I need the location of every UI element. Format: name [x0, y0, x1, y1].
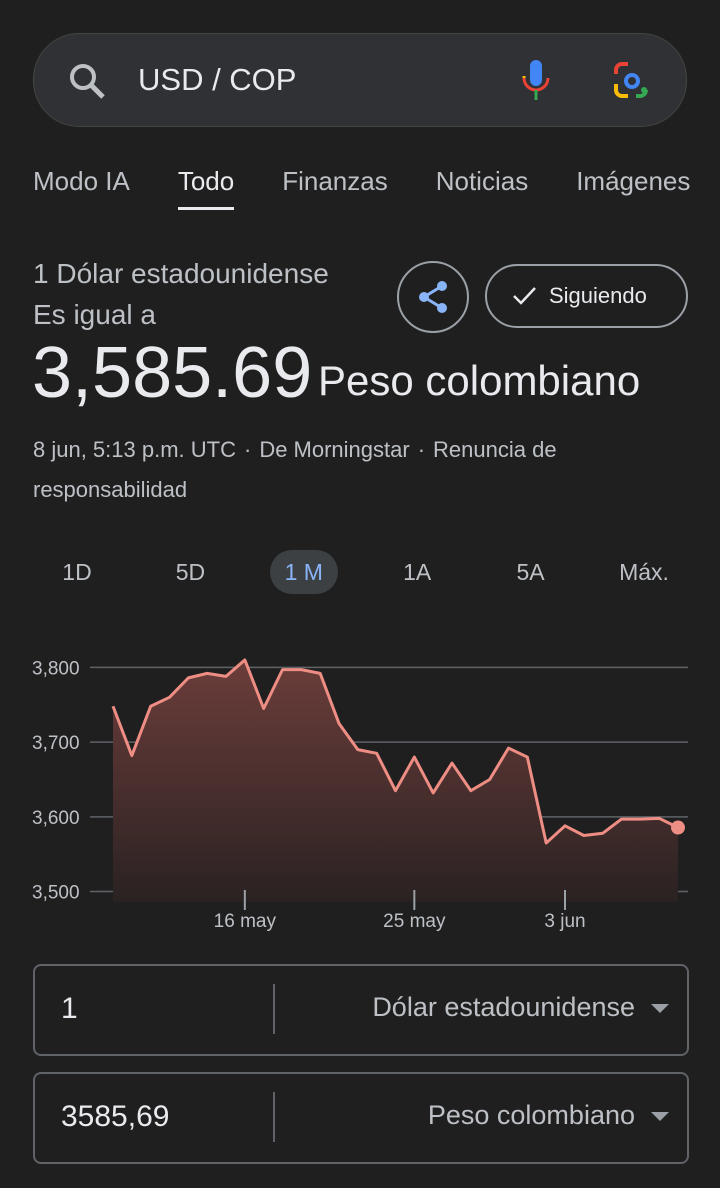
range-tab[interactable]: 5A: [516, 559, 545, 585]
separator: [273, 1092, 275, 1142]
share-button[interactable]: [397, 261, 469, 333]
meta: 8 jun, 5:13 p.m. UTC · De Morningstar · Renu…: [33, 430, 633, 510]
search-bar[interactable]: USD / COP: [33, 33, 687, 127]
tab[interactable]: Finanzas: [282, 166, 388, 196]
y-tick-label: 3,700: [32, 733, 80, 754]
y-tick-label: 3,500: [32, 883, 80, 904]
converter-row: 3585,69 Peso colombiano: [33, 1072, 689, 1164]
converter-row: 1 Dólar estadounidense: [33, 964, 689, 1056]
meta-item: 8 jun, 5:13 p.m. UTC: [33, 437, 236, 462]
currency-select[interactable]: Dólar estadounidense: [372, 992, 635, 1022]
area: [113, 659, 678, 902]
range-tab[interactable]: 5D: [175, 559, 206, 585]
dropdown-arrow: [651, 1004, 669, 1013]
search-query[interactable]: USD / COP: [138, 62, 297, 97]
x-tick-label: 25 may: [383, 911, 446, 932]
to-label: Peso colombiano: [318, 357, 641, 404]
last-point: [671, 820, 685, 835]
dropdown-arrow: [651, 1112, 669, 1121]
mic-icon[interactable]: [520, 58, 554, 104]
lens-icon[interactable]: [612, 60, 654, 102]
y-tick-label: 3,800: [32, 658, 80, 679]
from-label: 1 Dólar estadounidense: [33, 258, 329, 289]
separator: [273, 984, 275, 1034]
range-tab[interactable]: 1 M: [269, 550, 338, 594]
x-tick-label: 16 may: [214, 911, 277, 932]
meta-item[interactable]: Renuncia de responsabilidad: [33, 437, 557, 502]
y-tick-label: 3,600: [32, 808, 80, 829]
tab[interactable]: Modo IA: [33, 166, 130, 196]
amount-input[interactable]: 3585,69: [61, 1100, 170, 1133]
amount: 3,585.69: [32, 333, 313, 413]
tabs: Modo IA Todo Finanzas Noticias Imágenes: [33, 166, 720, 210]
search-icon: [70, 64, 105, 99]
line: [111, 658, 679, 845]
range-tab[interactable]: 1A: [403, 559, 432, 585]
share-icon: [419, 281, 447, 313]
follow-button[interactable]: Siguiendo: [485, 264, 688, 328]
equals-label: Es igual a: [33, 299, 156, 330]
separator: ·: [243, 437, 252, 462]
currency-select[interactable]: Peso colombiano: [427, 1100, 635, 1130]
check-icon: [513, 287, 536, 305]
tab[interactable]: Todo: [177, 166, 235, 210]
x-tick-label: 3 jun: [544, 911, 585, 932]
range-tab[interactable]: Máx.: [619, 559, 669, 585]
separator: ·: [417, 437, 426, 462]
range-tab[interactable]: 1D: [62, 559, 92, 585]
amount-input[interactable]: 1: [61, 992, 78, 1025]
tab[interactable]: Imágenes: [576, 166, 691, 196]
meta-item: De Morningstar: [259, 437, 410, 462]
chart: 3,500 3,600 3,700 3,800 16 may 25 may 3 jun: [32, 658, 688, 932]
follow-label: Siguiendo: [549, 283, 647, 308]
tab[interactable]: Noticias: [435, 166, 529, 196]
